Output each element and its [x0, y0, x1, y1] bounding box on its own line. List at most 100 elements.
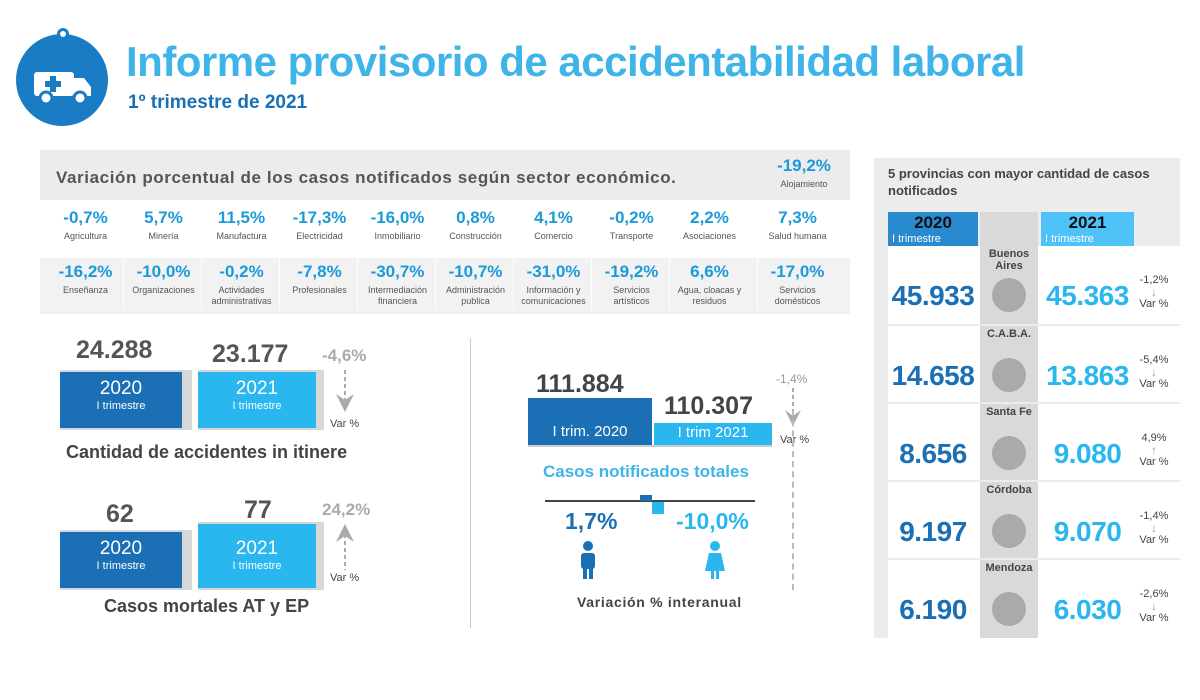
sector-cell: -10,7% Administración publica [438, 262, 513, 307]
sector-label: Transporte [609, 231, 654, 241]
province-2021-value: 45.363 [1046, 280, 1129, 311]
sector-cell: -31,0% Información y comunicaciones [516, 262, 591, 307]
trend-arrow-icon: ↓ [1151, 365, 1157, 379]
sector-label: Servicios artísticos [613, 285, 650, 306]
trim-label: I trimestre [232, 400, 282, 412]
year-label: 2021 [235, 378, 279, 399]
province-2020-value: 8.656 [899, 438, 967, 469]
baseline [528, 445, 772, 447]
cell-separator [201, 256, 202, 310]
cell-separator [279, 256, 280, 310]
cell-separator [669, 202, 670, 256]
cell-separator [435, 202, 436, 256]
sector-value: -17,3% [292, 208, 347, 227]
province-var-value: -2,6% [1139, 588, 1169, 600]
sector-label: Organizaciones [132, 285, 195, 295]
sector-value: 7,3% [778, 208, 817, 227]
province-var-value: 4,9% [1141, 432, 1167, 444]
sector-label: Servicios domésticos [774, 285, 821, 306]
var-label: Var % [1139, 378, 1169, 390]
sector-label: Información y comunicaciones [521, 285, 586, 306]
totales-caption: Casos notificados totales [543, 462, 749, 481]
cell-separator [513, 256, 514, 310]
sector-value: -16,2% [58, 262, 113, 281]
itinere-2020-value: 24.288 [76, 336, 153, 364]
sector-label: Administración publica [445, 285, 506, 306]
sector-label: Actividades administrativas [211, 285, 272, 306]
mortales-2021-box: 2021 I trimestre [198, 524, 316, 588]
sector-value: 4,1% [534, 208, 573, 227]
province-2020-value: 9.197 [899, 516, 967, 547]
province-name: C.A.B.A. [987, 328, 1031, 340]
sector-value: -31,0% [526, 262, 581, 281]
male-bar [640, 495, 652, 501]
trim-label: I trimestre [96, 400, 146, 412]
var-label: Var % [1139, 534, 1169, 546]
trim-label: I trimestre [232, 560, 282, 572]
row-divider [888, 558, 1180, 560]
male-var: 1,7% [565, 508, 618, 534]
row-divider [888, 402, 1180, 404]
row-divider [888, 480, 1180, 482]
itinere-2020-box: 2020 I trimestre [60, 372, 182, 428]
header-trim: I trimestre [1045, 233, 1094, 245]
sector-cell: -0,2% Transporte [594, 208, 669, 242]
gender-axis [545, 500, 755, 502]
sector-value: -10,7% [448, 262, 503, 281]
province-var: -5,4% ↓ Var % [1132, 354, 1176, 390]
itinere-caption: Cantidad de accidentes in itinere [66, 442, 348, 462]
totales-2021-value: 110.307 [664, 392, 753, 420]
province-var: -1,2% ↓ Var % [1132, 274, 1176, 310]
sector-cell: 4,1% Comercio [516, 208, 591, 242]
sector-value: 5,7% [144, 208, 183, 227]
sector-cell: -7,8% Profesionales [282, 262, 357, 296]
sector-label: Inmobiliario [374, 231, 421, 241]
sector-label: Asociaciones [682, 231, 737, 241]
cell-separator [669, 256, 670, 310]
sector-cell: -19,2% Servicios artísticos [594, 262, 669, 307]
mortales-2020-value: 62 [106, 500, 134, 528]
sector-cell: -16,2% Enseñanza [48, 262, 123, 296]
sector-label: Comercio [534, 231, 573, 241]
itinere-2021-box: 2021 I trimestre [198, 372, 316, 428]
dashed-line [792, 410, 794, 590]
province-var: -2,6% ↓ Var % [1132, 588, 1176, 624]
cell-separator [123, 256, 124, 310]
trend-arrow-icon: ↓ [1151, 599, 1157, 613]
sector-cell: -10,0% Organizaciones [126, 262, 201, 296]
sector-label: Agua, cloacas y residuos [677, 285, 742, 306]
cell-separator [591, 256, 592, 310]
sector-cell: -30,7% Intermediación financiera [360, 262, 435, 307]
ambulance-icon [34, 72, 91, 106]
var-label: Var % [1139, 612, 1169, 624]
var-label: Var % [780, 434, 810, 446]
province-2020-value: 14.658 [891, 360, 975, 391]
sector-value: 2,2% [690, 208, 729, 227]
cell-separator [757, 256, 758, 310]
arrow-down-icon [336, 370, 354, 412]
year-label: 2020 [99, 378, 143, 399]
sector-value: -0,2% [219, 262, 264, 281]
sector-label: Minería [148, 231, 179, 241]
sector-label: Construcción [449, 231, 502, 241]
trim-label: I trimestre [96, 560, 146, 572]
trend-arrow-icon: ↑ [1151, 443, 1157, 457]
box-label: I trim 2021 [677, 424, 749, 441]
province-map-icon [992, 514, 1026, 548]
totales-2021-box: I trim 2021 [654, 423, 772, 445]
mortales-2021-value: 77 [244, 496, 272, 524]
box-label: I trim. 2020 [552, 423, 628, 440]
arrow-up-icon [336, 524, 354, 570]
trend-arrow-icon: ↓ [1151, 285, 1157, 299]
province-2021-value: 13.863 [1046, 360, 1129, 391]
sector-label: Profesionales [292, 285, 347, 295]
sector-value: -19,2% [777, 156, 831, 175]
province-var-value: -1,4% [1139, 510, 1169, 522]
sector-cell: -0,7% Agricultura [48, 208, 123, 242]
female-bar [652, 502, 664, 514]
sector-cell: 11,5% Manufactura [204, 208, 279, 242]
provincias-name-column [980, 212, 1038, 638]
trend-arrow-icon: ↓ [1151, 521, 1157, 535]
sector-value: -16,0% [370, 208, 425, 227]
page-subtitle: 1º trimestre de 2021 [128, 92, 308, 113]
